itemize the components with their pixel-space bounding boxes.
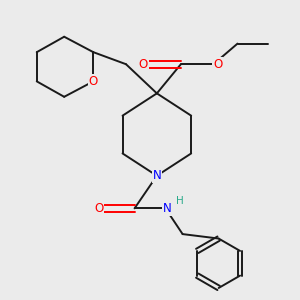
Text: O: O — [89, 75, 98, 88]
Text: O: O — [94, 202, 103, 215]
Text: O: O — [139, 58, 148, 71]
Text: N: N — [163, 202, 172, 215]
Text: H: H — [176, 196, 184, 206]
Text: O: O — [213, 58, 222, 71]
Text: N: N — [152, 169, 161, 182]
